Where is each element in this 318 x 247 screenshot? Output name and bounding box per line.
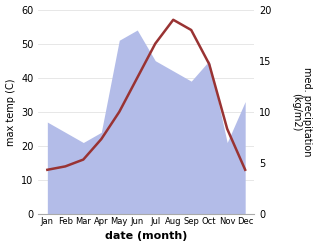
Y-axis label: med. precipitation
(kg/m2): med. precipitation (kg/m2): [291, 67, 313, 157]
Y-axis label: max temp (C): max temp (C): [5, 78, 16, 145]
X-axis label: date (month): date (month): [105, 231, 187, 242]
